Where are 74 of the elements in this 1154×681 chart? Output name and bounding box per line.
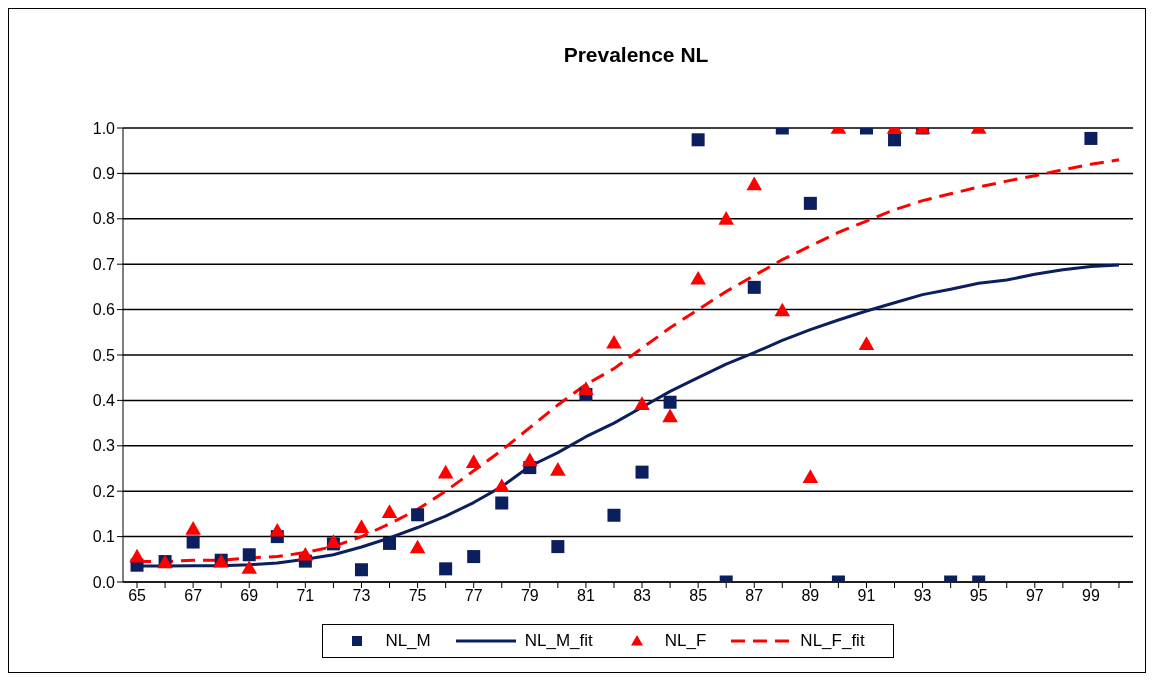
x-tick-label: 95 — [969, 587, 988, 605]
point — [467, 550, 481, 564]
point — [411, 508, 425, 522]
point — [383, 536, 397, 550]
point — [635, 465, 649, 479]
point — [551, 540, 565, 554]
x-tick-label: 85 — [689, 587, 708, 605]
point — [746, 176, 763, 191]
x-tick-label: 97 — [1025, 587, 1044, 605]
point — [465, 454, 482, 468]
point — [185, 521, 201, 535]
point — [241, 560, 258, 574]
x-tick-label: 69 — [240, 587, 259, 605]
point — [691, 133, 705, 147]
x-tick-label: 67 — [184, 587, 203, 605]
point — [381, 504, 398, 518]
x-tick-label: 77 — [464, 587, 483, 605]
y-tick-label: 0.0 — [92, 573, 116, 591]
x-tick-label: 81 — [577, 587, 595, 605]
point — [437, 464, 454, 479]
point — [774, 302, 791, 317]
point — [439, 562, 453, 576]
y-tick-label: 0.7 — [92, 255, 116, 273]
point — [578, 381, 594, 395]
legend-label: NL_F_fit — [800, 631, 865, 651]
x-tick-label: 87 — [745, 587, 764, 605]
point — [495, 496, 509, 510]
y-tick-label: 0.2 — [92, 482, 116, 500]
point — [409, 539, 426, 554]
legend-label: NL_M — [385, 631, 431, 651]
point — [607, 508, 621, 522]
point — [747, 280, 761, 294]
point — [297, 546, 314, 561]
point — [354, 563, 368, 577]
point — [493, 478, 510, 493]
point — [550, 462, 566, 476]
x-tick-label: 75 — [408, 587, 427, 605]
x-tick-label: 89 — [801, 587, 820, 605]
y-tick-label: 0.9 — [92, 165, 116, 183]
point — [718, 211, 734, 225]
y-tick-label: 0.5 — [92, 346, 116, 364]
y-tick-label: 0.6 — [92, 301, 116, 319]
legend-label: NL_F — [664, 631, 707, 651]
point — [690, 270, 706, 285]
y-tick-label: 0.1 — [92, 528, 116, 546]
x-tick-label: 79 — [520, 587, 539, 605]
point — [522, 452, 538, 467]
point — [129, 548, 145, 563]
point — [1084, 131, 1098, 145]
point — [802, 469, 819, 483]
x-tick-label: 65 — [128, 587, 147, 605]
point — [606, 334, 622, 349]
point — [662, 408, 678, 423]
point — [353, 519, 370, 533]
point — [186, 535, 200, 549]
y-tick-label: 0.8 — [92, 210, 116, 228]
point — [888, 133, 902, 147]
x-tick-label: 83 — [633, 587, 652, 605]
point — [858, 336, 875, 350]
x-tick-label: 91 — [857, 587, 876, 605]
point — [242, 548, 256, 562]
point — [663, 395, 677, 409]
point — [269, 522, 286, 537]
x-tick-label: 71 — [296, 587, 315, 605]
chart-title: Prevalence NL — [562, 43, 710, 67]
y-tick-label: 0.4 — [92, 392, 116, 410]
x-tick-label: 99 — [1082, 587, 1100, 605]
point — [634, 396, 650, 410]
y-tick-label: 0.3 — [92, 437, 116, 455]
point — [803, 196, 817, 210]
y-tick-label: 1.0 — [92, 119, 116, 137]
legend-label: NL_M_fit — [524, 631, 593, 651]
x-tick-label: 73 — [352, 587, 371, 605]
x-tick-label: 93 — [913, 587, 932, 605]
